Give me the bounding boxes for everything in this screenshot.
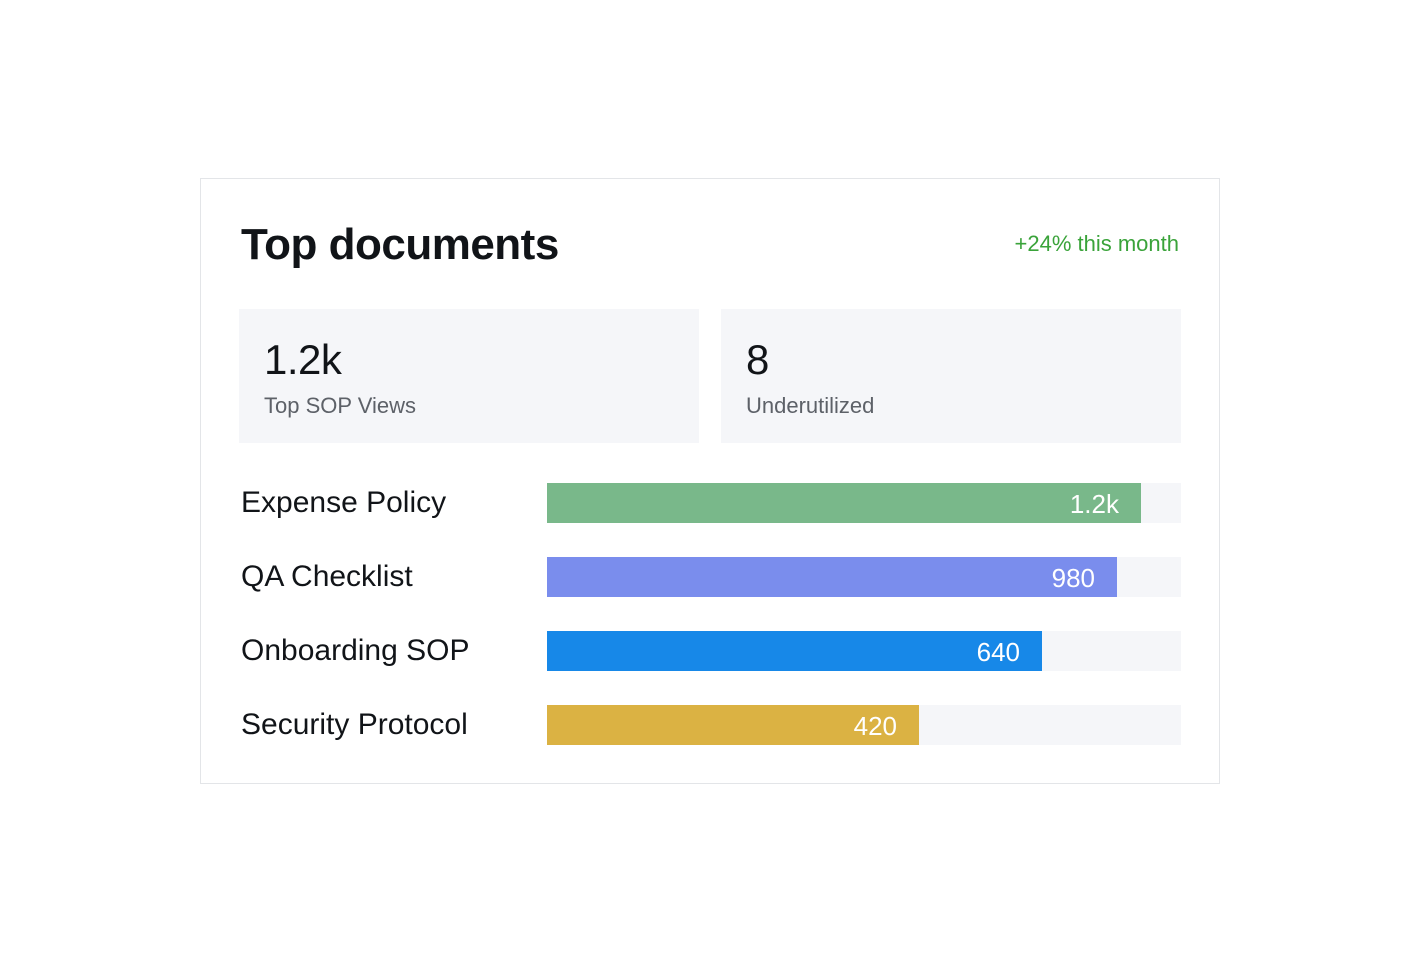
card-title: Top documents [241,220,559,269]
bar: 1.2k [547,483,1141,523]
bar-value-label: 640 [976,637,1020,667]
bar: 420 [547,705,919,745]
bar-row-expense-policy: Expense Policy 1.2k [239,483,1183,523]
stat-label: Top SOP Views [264,393,417,418]
stat-underutilized: 8 Underutilized [721,309,1181,443]
bar-track: 980 [547,557,1181,597]
stat-top-sop-views: 1.2k Top SOP Views [239,309,699,443]
bar-value-label: 1.2k [1069,489,1119,519]
bar-row-onboarding-sop: Onboarding SOP 640 [239,631,1183,671]
bar: 640 [547,631,1042,671]
top-documents-bar-chart: Expense Policy 1.2k QA Checklist 980 Onboard… [239,479,1183,749]
bar-row-security-protocol: Security Protocol 420 [239,705,1183,745]
bar: 980 [547,557,1117,597]
bar-label: Onboarding SOP [241,634,470,667]
bar-value-label: 420 [853,711,897,741]
bar-label: Expense Policy [241,486,447,519]
bar-row-qa-checklist: QA Checklist 980 [239,557,1183,597]
trend-badge: +24% this month [1014,231,1179,256]
stat-label: Underutilized [746,393,875,418]
stat-value: 8 [746,336,769,383]
bar-track: 1.2k [547,483,1181,523]
bar-track: 640 [547,631,1181,671]
bar-label: QA Checklist [241,560,413,593]
bar-track: 420 [547,705,1181,745]
top-documents-card: Top documents +24% this month 1.2k Top S… [200,178,1220,784]
bar-label: Security Protocol [241,708,468,741]
bar-value-label: 980 [1051,563,1095,593]
stat-value: 1.2k [264,336,342,383]
